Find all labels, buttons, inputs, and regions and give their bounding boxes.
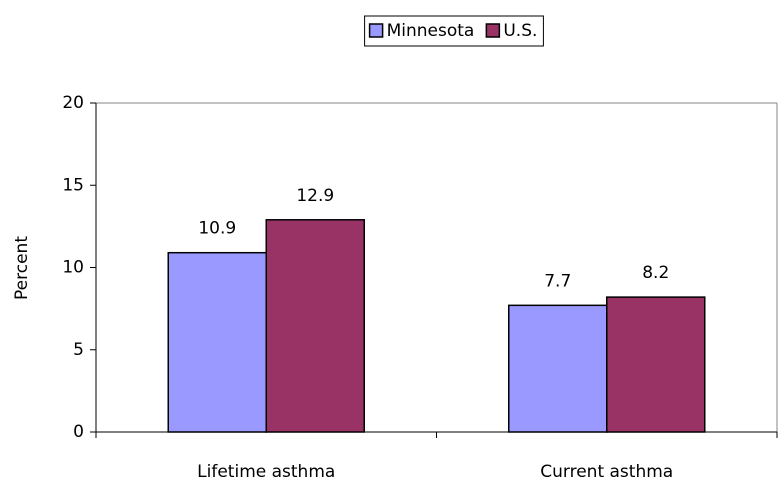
legend-box <box>364 15 544 47</box>
bar <box>265 219 365 433</box>
legend-label: Minnesota <box>387 21 475 41</box>
bar <box>606 296 706 433</box>
legend-label: U.S. <box>503 21 537 41</box>
x-tick-label: Lifetime asthma <box>197 462 335 482</box>
value-label: 10.9 <box>198 219 236 239</box>
legend-swatch <box>368 23 384 38</box>
value-label: 7.7 <box>544 271 571 291</box>
x-tick-label: Current asthma <box>540 462 673 482</box>
bar <box>167 251 267 433</box>
y-axis-title: Percent <box>12 236 32 300</box>
value-label: 8.2 <box>642 263 669 283</box>
legend-swatch <box>485 23 501 38</box>
value-label: 12.9 <box>296 186 334 206</box>
y-tick-label: 10 <box>62 258 84 278</box>
bar <box>508 304 608 433</box>
y-tick-label: 5 <box>73 340 84 360</box>
y-tick-label: 0 <box>73 422 84 442</box>
y-tick-label: 20 <box>62 93 84 113</box>
y-tick-label: 15 <box>62 175 84 195</box>
